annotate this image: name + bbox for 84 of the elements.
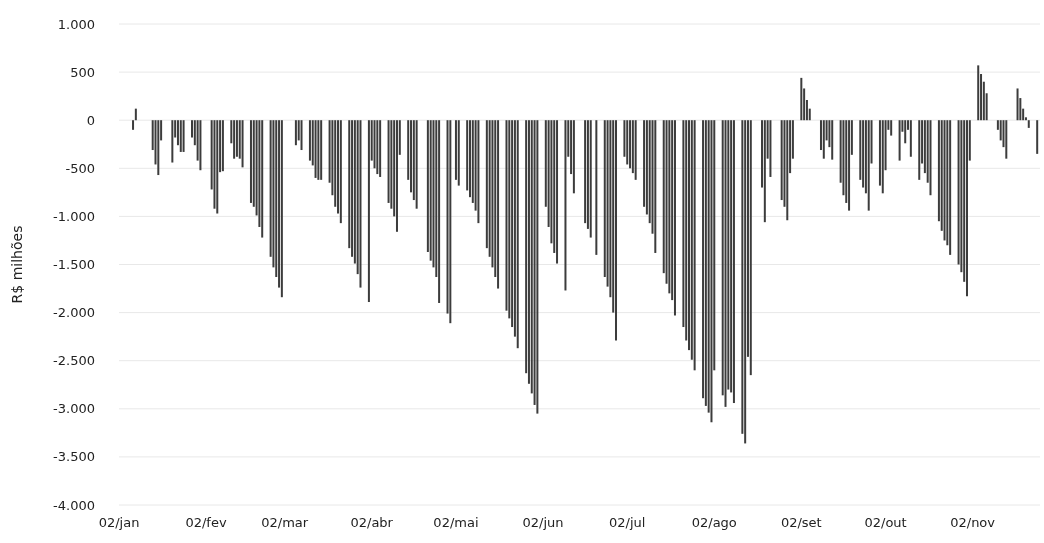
bar bbox=[673, 120, 676, 316]
bar bbox=[1005, 120, 1008, 159]
bar bbox=[822, 120, 825, 159]
bar bbox=[589, 120, 592, 238]
x-tick-label: 02/jul bbox=[609, 515, 646, 530]
y-tick-label: 1.000 bbox=[57, 16, 95, 32]
bar bbox=[629, 120, 632, 169]
bar bbox=[890, 120, 893, 136]
bar bbox=[626, 120, 629, 165]
bar bbox=[572, 120, 575, 194]
bar bbox=[749, 120, 752, 376]
bar bbox=[595, 120, 598, 255]
x-tick-label: 02/abr bbox=[350, 515, 394, 530]
bar bbox=[800, 77, 803, 121]
y-tick-label: -2.500 bbox=[53, 353, 95, 369]
bar bbox=[564, 120, 567, 291]
bar bbox=[724, 120, 727, 407]
bar bbox=[376, 120, 379, 175]
bar bbox=[904, 120, 907, 144]
bar bbox=[898, 120, 901, 161]
x-tick-label: 02/mai bbox=[433, 515, 479, 530]
y-tick-label: -2.000 bbox=[53, 305, 95, 321]
bar bbox=[965, 120, 968, 297]
x-tick-label: 02/nov bbox=[950, 515, 996, 530]
bar bbox=[317, 120, 320, 180]
bar bbox=[763, 120, 766, 223]
bar bbox=[1036, 120, 1039, 154]
bar bbox=[654, 120, 657, 253]
bar bbox=[536, 120, 539, 414]
y-tick-label: -3.000 bbox=[53, 401, 95, 417]
bar bbox=[909, 120, 912, 157]
bar bbox=[300, 120, 303, 151]
bar bbox=[943, 120, 946, 241]
bar bbox=[732, 120, 735, 404]
x-tick-label: 02/set bbox=[780, 515, 822, 530]
bar bbox=[710, 120, 713, 423]
bar bbox=[867, 120, 870, 211]
y-tick-label: -500 bbox=[65, 160, 95, 176]
bar bbox=[1027, 120, 1030, 128]
bar bbox=[449, 120, 452, 324]
bar bbox=[848, 120, 851, 211]
bar bbox=[881, 120, 884, 194]
bar bbox=[457, 120, 460, 186]
y-tick-label: -1.000 bbox=[53, 208, 95, 224]
bar bbox=[359, 120, 362, 288]
x-tick-label: 02/out bbox=[864, 515, 907, 530]
bar bbox=[280, 120, 283, 298]
x-tick-label: 02/mar bbox=[261, 515, 309, 530]
bar bbox=[294, 120, 297, 146]
bar bbox=[395, 120, 398, 232]
bar bbox=[1016, 88, 1019, 121]
bar bbox=[831, 120, 834, 160]
y-tick-label: 500 bbox=[70, 64, 95, 80]
bar bbox=[367, 120, 370, 303]
bar bbox=[949, 120, 952, 255]
bar bbox=[769, 120, 772, 177]
bar bbox=[438, 120, 441, 303]
bar bbox=[320, 120, 323, 180]
bar bbox=[693, 120, 696, 371]
x-tick-label: 02/ago bbox=[691, 515, 737, 530]
bar bbox=[314, 120, 317, 178]
y-axis-title: R$ milhões bbox=[9, 225, 25, 304]
bar bbox=[786, 120, 789, 221]
bar bbox=[415, 120, 418, 209]
y-tick-label: -1.500 bbox=[53, 257, 95, 273]
bar bbox=[918, 120, 921, 180]
bar bbox=[634, 120, 637, 180]
x-tick-label: 02/fev bbox=[185, 515, 227, 530]
bar bbox=[379, 120, 382, 177]
bar bbox=[744, 120, 747, 444]
bar bbox=[929, 120, 932, 196]
y-tick-label: -3.500 bbox=[53, 449, 95, 465]
bar bbox=[339, 120, 342, 224]
y-tick-label: 0 bbox=[86, 112, 95, 128]
x-tick-label: 02/jan bbox=[98, 515, 140, 530]
bar bbox=[497, 120, 500, 289]
bar bbox=[615, 120, 617, 341]
x-tick-label: 02/jun bbox=[522, 515, 564, 530]
bar bbox=[556, 120, 559, 264]
bar bbox=[477, 120, 480, 224]
y-tick-label: -4.000 bbox=[53, 497, 95, 513]
bar bbox=[977, 65, 980, 121]
bar bbox=[308, 120, 311, 161]
bar bbox=[516, 120, 519, 349]
